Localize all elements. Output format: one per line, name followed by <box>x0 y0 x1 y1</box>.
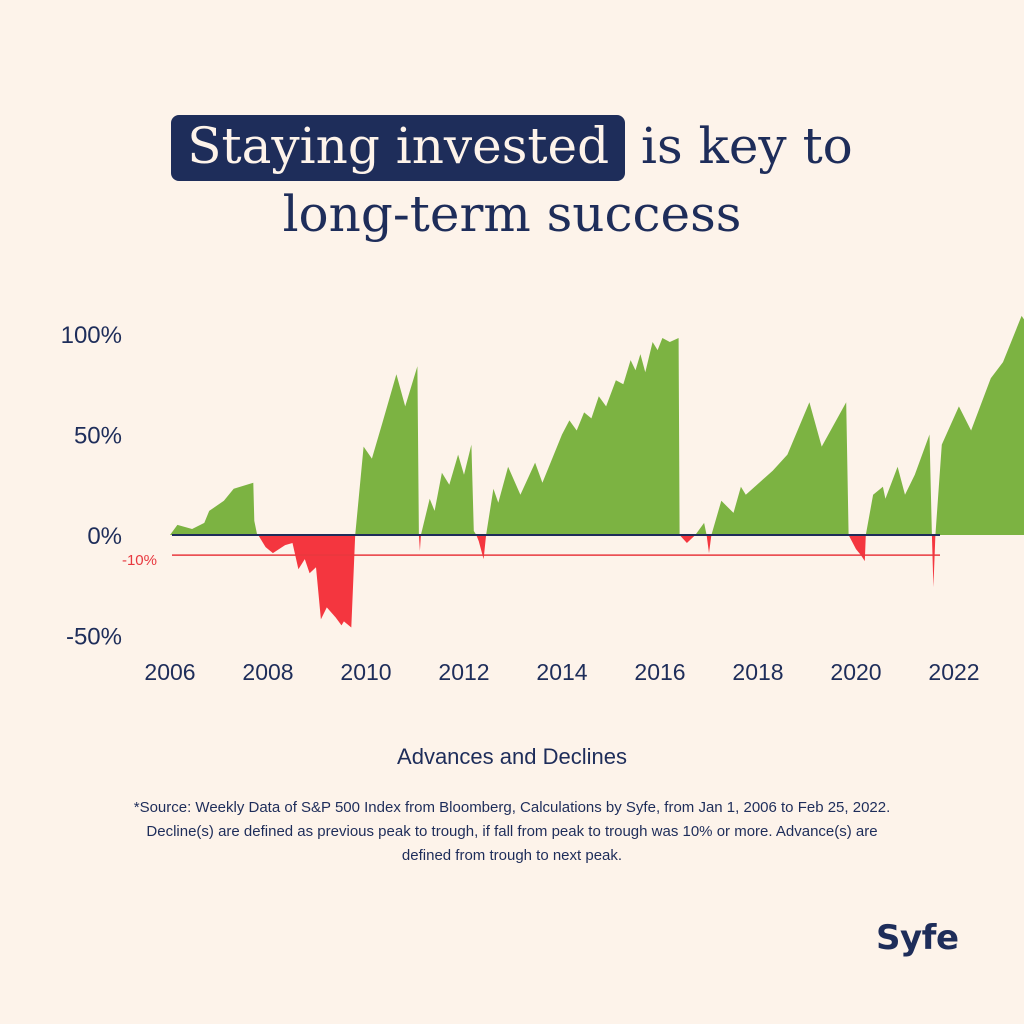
decline-area-5 <box>476 535 487 560</box>
advance-area-8 <box>695 522 707 535</box>
decline-area-11 <box>848 535 866 562</box>
y-tick-label: 0% <box>87 523 122 550</box>
title-line-2: long-term success <box>282 185 742 243</box>
advance-area-10 <box>711 402 849 535</box>
advances-declines-chart: -10% 100%50%0%-50% 2006 2008 2010 2012 2014 2… <box>61 315 1024 685</box>
threshold-label: -10% <box>122 552 157 569</box>
decline-area-1 <box>258 535 356 628</box>
decline-area-13 <box>931 535 936 588</box>
decline-area-3 <box>418 535 421 552</box>
page-title: Staying invested is key to long-term suc… <box>0 112 1024 248</box>
y-axis-ticks: 100% 50% 0% -50% <box>61 322 122 651</box>
advance-area-4 <box>420 444 477 535</box>
y-tick-label: 50% <box>74 423 122 450</box>
advance-area-12 <box>865 434 932 535</box>
y-tick-label: 100% <box>61 322 122 349</box>
x-tick-label: 2022 <box>928 659 979 685</box>
x-tick-label: 2016 <box>634 659 685 685</box>
advance-area-2 <box>355 366 419 535</box>
x-tick-label: 2006 <box>144 659 195 685</box>
advance-area-0 <box>170 482 258 535</box>
y-tick-label: -50% <box>66 624 122 651</box>
x-tick-label: 2012 <box>438 659 489 685</box>
x-axis-title: Advances and Declines <box>397 744 627 769</box>
source-note: *Source: Weekly Data of S&P 500 Index fr… <box>133 799 891 864</box>
x-tick-label: 2008 <box>242 659 293 685</box>
x-tick-label: 2018 <box>732 659 783 685</box>
title-rest: is key to <box>641 117 853 175</box>
title-line-1: Staying invested is key to <box>0 112 1024 181</box>
decline-area-7 <box>679 535 696 543</box>
advance-area-6 <box>486 338 680 535</box>
x-tick-label: 2020 <box>830 659 881 685</box>
x-tick-label: 2014 <box>536 659 587 685</box>
decline-area-9 <box>706 535 712 554</box>
title-highlight: Staying invested <box>171 115 626 181</box>
advance-area-14 <box>935 315 1024 535</box>
x-axis-ticks: 2006 2008 2010 2012 2014 2016 2018 2020 2022 <box>144 659 979 685</box>
x-tick-label: 2010 <box>340 659 391 685</box>
chart-areas <box>170 315 1024 628</box>
brand-logo: Syfe <box>876 918 959 958</box>
